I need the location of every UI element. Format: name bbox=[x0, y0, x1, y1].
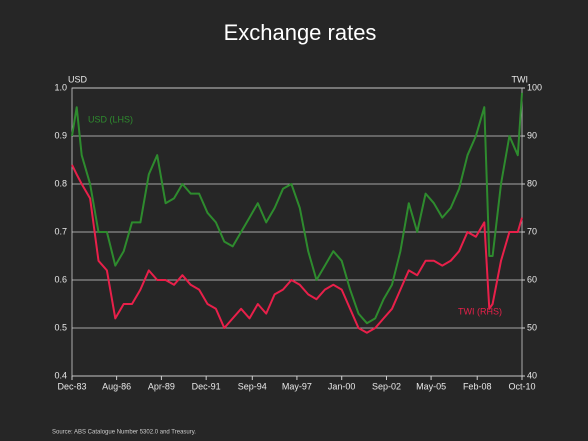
chart-title: Exchange rates bbox=[224, 20, 377, 45]
y-tick-label: 0.6 bbox=[54, 274, 67, 284]
x-tick-label: May-05 bbox=[416, 381, 446, 391]
x-tick-label: Aug-86 bbox=[102, 381, 131, 391]
x-tick-label: Dec-83 bbox=[57, 381, 86, 391]
y2-tick-label: 100 bbox=[527, 82, 542, 92]
series-line bbox=[71, 92, 523, 325]
x-tick-label: Sep-02 bbox=[372, 381, 401, 391]
y2-tick-label: 90 bbox=[527, 130, 537, 140]
x-tick-label: Oct-10 bbox=[508, 381, 535, 391]
y2-tick-label: 40 bbox=[527, 370, 537, 380]
y-tick-label: 0.9 bbox=[54, 130, 67, 140]
y-tick-label: 1.0 bbox=[54, 82, 67, 92]
x-tick-label: Sep-94 bbox=[238, 381, 267, 391]
legend-label: TWI (RHS) bbox=[458, 306, 502, 316]
x-tick-label: May-97 bbox=[282, 381, 312, 391]
x-tick-label: Feb-08 bbox=[463, 381, 492, 391]
y2-tick-label: 50 bbox=[527, 322, 537, 332]
x-tick-label: Jan-00 bbox=[328, 381, 356, 391]
y-tick-label: 0.7 bbox=[54, 226, 67, 236]
y-tick-label: 0.4 bbox=[54, 370, 67, 380]
x-tick-label: Apr-89 bbox=[148, 381, 175, 391]
y-tick-label: 0.8 bbox=[54, 178, 67, 188]
y-axis-label: USD bbox=[68, 74, 88, 84]
y-tick-label: 0.5 bbox=[54, 322, 67, 332]
y2-axis-label: TWI bbox=[512, 74, 529, 84]
x-tick-label: Dec-91 bbox=[192, 381, 221, 391]
y2-tick-label: 80 bbox=[527, 178, 537, 188]
y2-tick-label: 60 bbox=[527, 274, 537, 284]
series-line bbox=[71, 164, 523, 334]
legend-label: USD (LHS) bbox=[88, 114, 133, 124]
y2-tick-label: 70 bbox=[527, 226, 537, 236]
source-note: Source: ABS Catalogue Number 5302.0 and … bbox=[52, 430, 196, 436]
